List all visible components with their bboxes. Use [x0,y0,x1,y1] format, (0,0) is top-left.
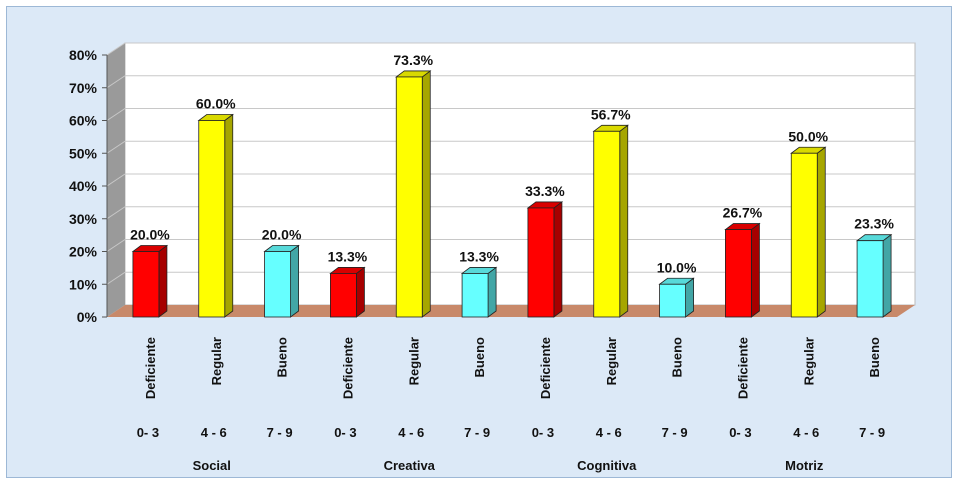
group-label: Cognitiva [577,458,637,473]
category-label: Deficiente [735,337,750,399]
gridline-side [106,239,126,252]
bar-front [593,130,621,318]
bar-motriz-bueno [855,233,893,318]
range-label: 0- 3 [532,425,554,440]
bar-side [487,266,497,318]
group-label: Social [193,458,231,473]
bar-front [198,120,226,318]
range-label: 7 - 9 [859,425,885,440]
data-label: 20.0% [130,227,170,243]
gridline-side [106,206,126,220]
bar-front [330,273,357,318]
category-label: Deficiente [143,337,158,399]
y-tick-label: 20% [69,244,98,260]
bar-front [659,283,686,318]
y-tick-label: 40% [69,178,98,194]
bar-front [790,152,818,318]
bar-motriz-regular [790,146,827,318]
range-label: 0- 3 [334,425,356,440]
range-label: 7 - 9 [464,425,490,440]
y-tick-label: 50% [69,145,98,161]
bar-front [461,273,489,318]
range-label: 0- 3 [729,425,751,440]
chart-frame: 0% 10% 20% 30% 40% 50% 60% 70% 80% 20.0% Deficien… [6,6,952,478]
data-label: 50.0% [788,128,828,144]
bar-side [553,201,563,318]
gridline-side [106,173,126,187]
data-label: 73.3% [393,52,433,68]
bar-front [856,240,884,318]
group-label: Motriz [785,458,824,473]
bar-side [816,146,826,318]
bar-side [224,113,234,318]
bar-front [132,251,160,318]
data-label: 60.0% [196,96,236,112]
category-label: Regular [801,337,816,385]
bar-cognitiva-deficiente [526,201,564,318]
range-label: 4 - 6 [201,425,227,440]
category-label: Regular [604,337,619,385]
bar-social-bueno [263,244,300,318]
data-label: 26.7% [723,205,763,221]
bar-front [395,76,423,318]
category-label: Regular [209,337,224,385]
category-label: Regular [406,337,421,385]
bar-side [356,266,365,318]
bar-side [685,277,694,318]
data-label: 10.0% [657,259,697,275]
bar-cognitiva-bueno [658,277,695,318]
range-label: 0- 3 [137,425,159,440]
bar-side [751,222,760,318]
bar-front [264,251,291,318]
category-label: Deficiente [538,337,553,399]
bar-side [421,70,431,318]
plot-floor [107,305,915,317]
category-label: Deficiente [340,337,355,399]
data-label: 20.0% [262,227,302,243]
bar-social-regular [197,113,234,318]
data-label: 13.3% [459,248,499,264]
bar-side [882,233,892,318]
y-tick-label: 10% [69,276,98,292]
y-tick-label: 0% [77,309,98,325]
gridline-side [106,42,126,56]
gridline-side [106,140,126,154]
gridline-side [106,108,126,121]
bar-chart: 0% 10% 20% 30% 40% 50% 60% 70% 80% 20.0% Deficien… [69,42,916,473]
category-label: Bueno [472,337,487,378]
y-tick-label: 60% [69,113,98,129]
range-label: 7 - 9 [662,425,688,440]
range-label: 4 - 6 [793,425,819,440]
category-label: Bueno [670,337,685,378]
y-tick-label: 70% [69,80,98,96]
bar-motriz-deficiente [724,222,761,318]
bar-creativa-regular [395,70,432,318]
bar-cognitiva-regular [592,124,629,318]
bar-side [290,244,299,318]
data-label: 56.7% [591,106,631,122]
data-label: 13.3% [328,248,368,264]
range-label: 4 - 6 [596,425,622,440]
bar-front [527,207,555,318]
category-label: Bueno [275,337,290,378]
y-tick-label: 30% [69,211,98,227]
bar-side [158,244,168,318]
data-label: 33.3% [525,183,565,199]
gridline-side [106,75,126,89]
bar-front [725,229,752,318]
gridline-side [106,271,126,285]
bar-social-deficiente [131,244,169,318]
data-label: 23.3% [854,216,894,232]
bar-side [619,124,629,318]
range-label: 4 - 6 [398,425,424,440]
group-label: Creativa [384,458,436,473]
y-tick-label: 80% [69,47,98,63]
range-label: 7 - 9 [267,425,293,440]
category-label: Bueno [867,337,882,378]
bar-creativa-deficiente [329,266,366,318]
bar-creativa-bueno [460,266,498,318]
